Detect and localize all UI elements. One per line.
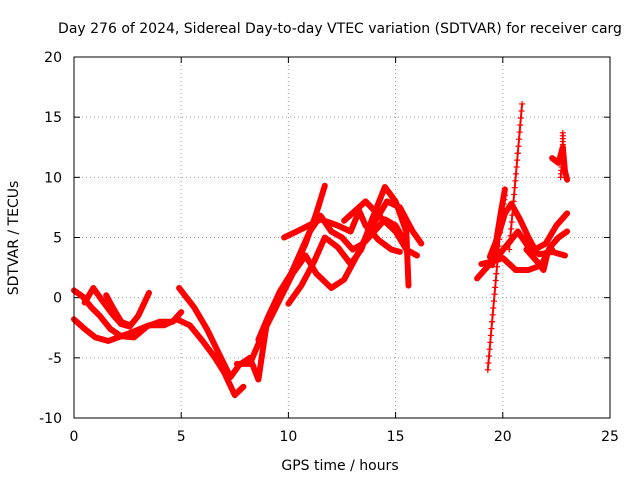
y-tick-label: -5 — [48, 351, 62, 367]
chart-title: Day 276 of 2024, Sidereal Day-to-day VTE… — [58, 21, 622, 37]
series-sat-i — [281, 208, 403, 255]
x-axis-label: GPS time / hours — [281, 458, 398, 474]
x-tick-label: 25 — [601, 429, 619, 445]
series-sat-p — [523, 246, 556, 273]
spike-2-line — [508, 103, 524, 250]
series-sat-d — [103, 292, 133, 329]
spike-2 — [506, 100, 526, 253]
series-sat-h — [285, 184, 412, 307]
x-tick-label: 0 — [70, 429, 79, 445]
spike-1 — [484, 192, 508, 373]
x-tick-label: 15 — [387, 429, 405, 445]
plot-frame — [73, 56, 611, 419]
spike-3 — [557, 129, 566, 181]
y-axis-label: SDTVAR / TECUs — [6, 181, 22, 296]
tick-labels: 0 5 10 15 20 25 -10 -5 0 5 10 15 20 — [39, 50, 619, 445]
series-sat-n — [489, 186, 508, 269]
y-tick-label: -10 — [39, 411, 62, 427]
y-tick-label: 10 — [44, 170, 62, 186]
x-tick-label: 5 — [177, 429, 186, 445]
x-tick-label: 10 — [279, 429, 297, 445]
plot-area — [71, 100, 571, 399]
y-tick-label: 20 — [44, 50, 62, 66]
series-sat-j — [341, 198, 420, 259]
x-tick-label: 20 — [494, 429, 512, 445]
y-tick-label: 0 — [53, 291, 62, 307]
y-tick-label: 5 — [53, 231, 62, 247]
series-sat-a — [71, 316, 247, 399]
y-tick-label: 15 — [44, 110, 62, 126]
series-sat-b — [71, 287, 185, 341]
series-sat-g — [255, 182, 328, 343]
